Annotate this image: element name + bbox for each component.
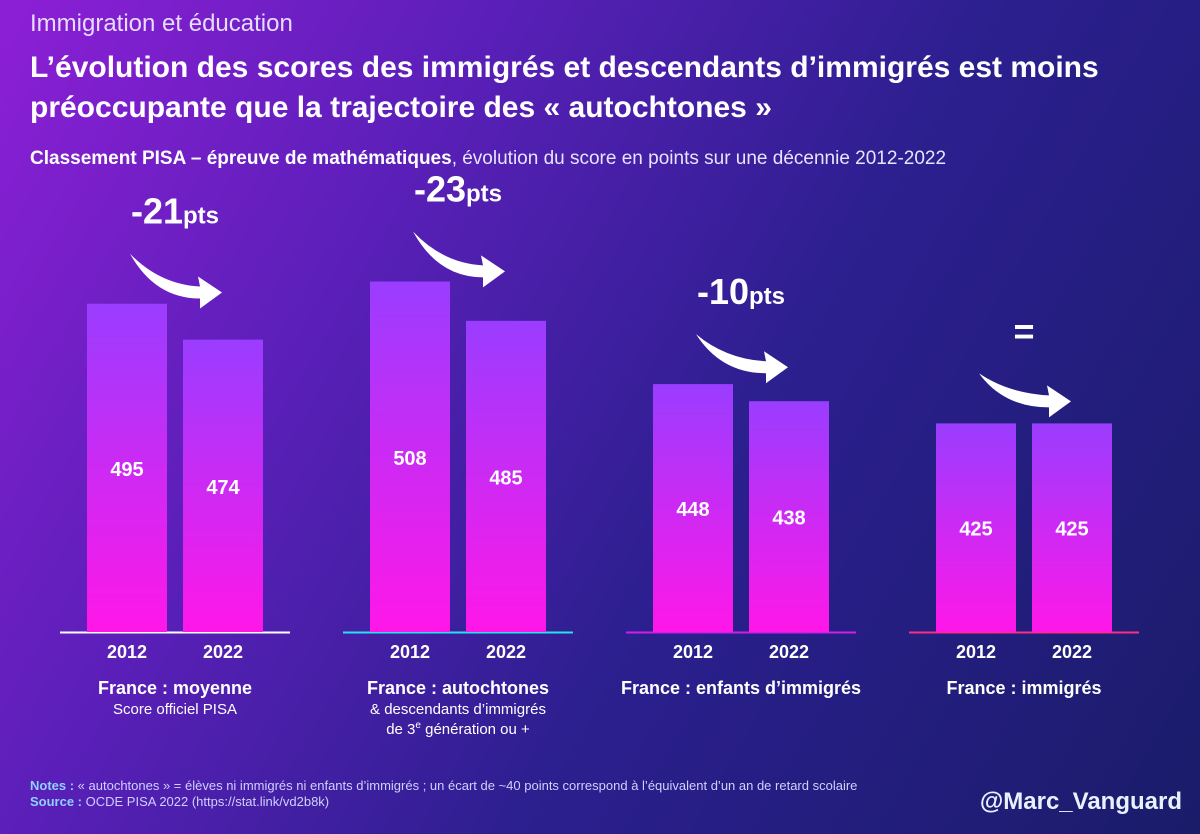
x-tick-label: 2012 <box>956 642 996 662</box>
subtitle: Classement PISA – épreuve de mathématiqu… <box>30 148 946 170</box>
change-label: -10pts <box>697 271 785 312</box>
bar <box>370 281 450 632</box>
x-tick-label: 2022 <box>769 642 809 662</box>
change-label: -23pts <box>414 169 502 210</box>
subtitle-rest: , évolution du score en points sur une d… <box>451 148 947 169</box>
change-arrow <box>979 373 1071 418</box>
supertitle: Immigration et éducation <box>30 10 293 37</box>
bar <box>1032 423 1112 632</box>
notes: Notes : « autochtones » = élèves ni immi… <box>30 778 857 810</box>
change-part: pts <box>466 181 502 208</box>
note-part: e <box>415 720 421 731</box>
notes-text: « autochtones » = élèves ni immigrés ni … <box>74 778 858 793</box>
change-label: -21pts <box>131 191 219 232</box>
category-note: de 3e génération ou + <box>386 720 530 738</box>
value-label: 495 <box>110 459 143 481</box>
bar <box>936 423 1016 632</box>
title: L’évolution des scores des immigrés et d… <box>30 51 1099 124</box>
value-label: 474 <box>206 477 240 499</box>
change-arrow <box>413 231 505 288</box>
value-label: 425 <box>1055 519 1088 541</box>
change-part: pts <box>183 203 219 230</box>
category-label: France : immigrés <box>946 678 1101 698</box>
category-note: & descendants d’immigrés <box>370 701 546 718</box>
value-label: 448 <box>676 499 709 521</box>
x-tick-label: 2022 <box>486 642 526 662</box>
handle: @Marc_Vanguard <box>979 788 1182 815</box>
bar <box>87 303 167 632</box>
change-part: pts <box>749 283 785 310</box>
x-tick-label: 2022 <box>1052 642 1092 662</box>
bar <box>653 384 733 632</box>
change-part: -21 <box>131 191 183 232</box>
x-tick-label: 2012 <box>673 642 713 662</box>
value-label: 438 <box>772 508 805 530</box>
source-text: OCDE PISA 2022 (https://stat.link/vd2b8k… <box>82 794 330 809</box>
category-label: France : enfants d’immigrés <box>621 678 861 698</box>
change-part: -10 <box>697 271 749 312</box>
notes-label: Notes : <box>30 778 75 793</box>
note-part: génération ou + <box>421 721 530 738</box>
category-note: Score officiel PISA <box>113 701 237 718</box>
note-part: de 3 <box>386 721 415 738</box>
category-label: France : autochtones <box>367 678 549 698</box>
bar <box>183 339 263 632</box>
source-label: Source : <box>30 794 83 809</box>
value-label: 425 <box>959 519 992 541</box>
category-label: France : moyenne <box>98 678 252 698</box>
value-label: 508 <box>393 448 426 470</box>
x-tick-label: 2012 <box>107 642 147 662</box>
change-arrow <box>696 334 788 384</box>
change-arrow <box>130 253 222 309</box>
bar <box>749 401 829 632</box>
x-tick-label: 2012 <box>390 642 430 662</box>
change-label: = <box>1013 310 1034 351</box>
x-tick-label: 2022 <box>203 642 243 662</box>
subtitle-bold: Classement PISA – épreuve de mathématiqu… <box>30 148 452 169</box>
change-part: -23 <box>414 169 466 210</box>
bar <box>466 320 546 632</box>
value-label: 485 <box>489 467 522 489</box>
change-part: = <box>1013 310 1034 351</box>
